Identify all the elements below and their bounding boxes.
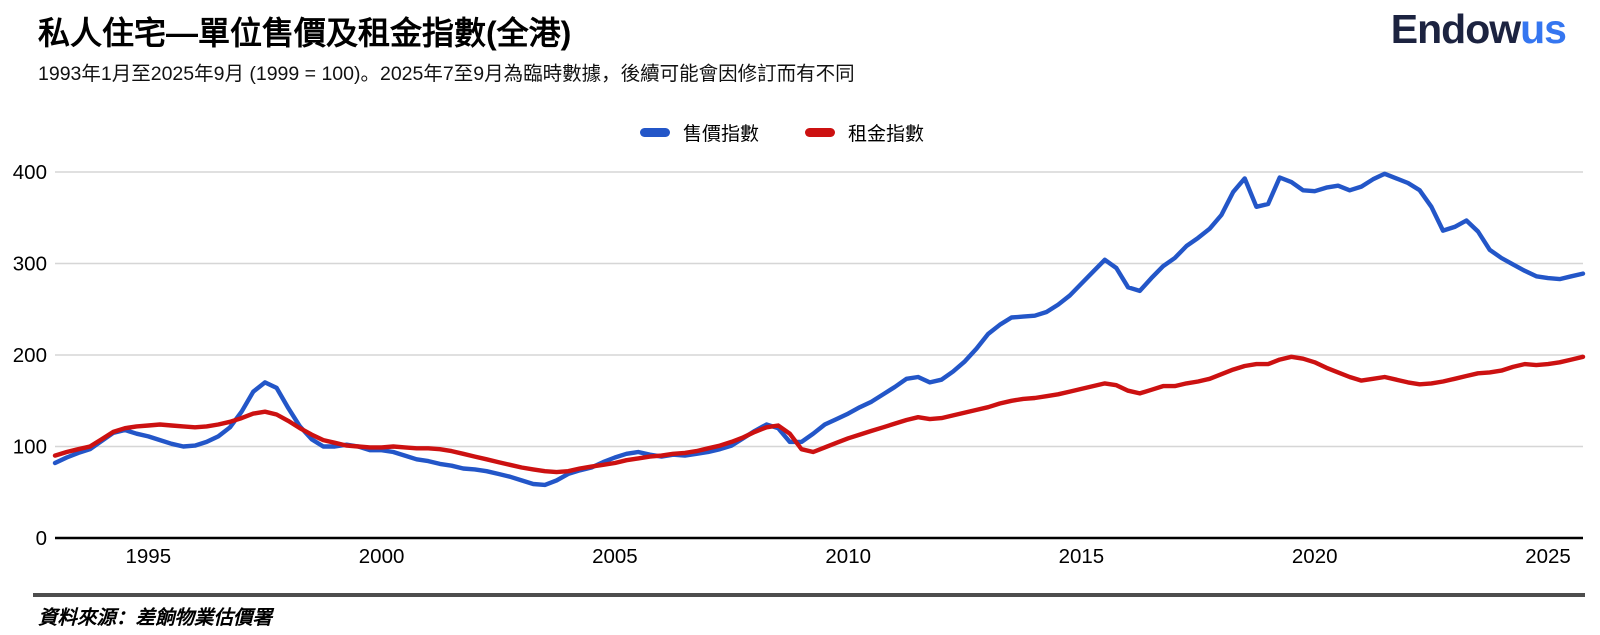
- rent-index-line: [52, 354, 1586, 475]
- legend-label-price-index: 售價指數: [682, 124, 759, 145]
- x-axis-label: 2000: [359, 545, 405, 568]
- legend-item-price-index: 售價指數: [639, 119, 759, 146]
- y-axis-label: 200: [13, 344, 47, 367]
- rent-index-swatch-icon: [805, 128, 835, 137]
- x-axis-label: 2005: [592, 545, 638, 568]
- endowus-logo: Endowus: [1390, 6, 1567, 53]
- x-axis-label: 2025: [1525, 545, 1571, 568]
- logo-part-endow: Endow: [1390, 6, 1521, 52]
- page-title: 私人住宅—單位售價及租金指數(全港): [38, 15, 572, 51]
- x-axis-label: 1995: [125, 545, 171, 568]
- y-axis-label: 0: [36, 527, 47, 550]
- source-text: 資料來源：差餉物業估價署: [38, 607, 273, 629]
- y-axis-label: 400: [13, 161, 47, 184]
- x-axis-label: 2015: [1059, 545, 1105, 568]
- y-axis-label: 300: [13, 253, 47, 276]
- y-axis-label: 100: [13, 436, 47, 459]
- footer-divider: [33, 593, 1585, 597]
- legend-label-rent-index: 租金指數: [848, 124, 925, 145]
- x-axis-label: 2020: [1292, 545, 1338, 568]
- chart-legend: 售價指數 租金指數: [0, 119, 1582, 146]
- legend-item-rent-index: 租金指數: [805, 119, 924, 146]
- x-axis-label: 2010: [825, 545, 871, 568]
- price-index-line: [52, 171, 1586, 488]
- logo-part-us: us: [1520, 6, 1567, 52]
- page-subtitle: 1993年1月至2025年9月 (1999 = 100)。2025年7至9月為臨…: [38, 63, 855, 85]
- price-index-swatch-icon: [639, 128, 670, 137]
